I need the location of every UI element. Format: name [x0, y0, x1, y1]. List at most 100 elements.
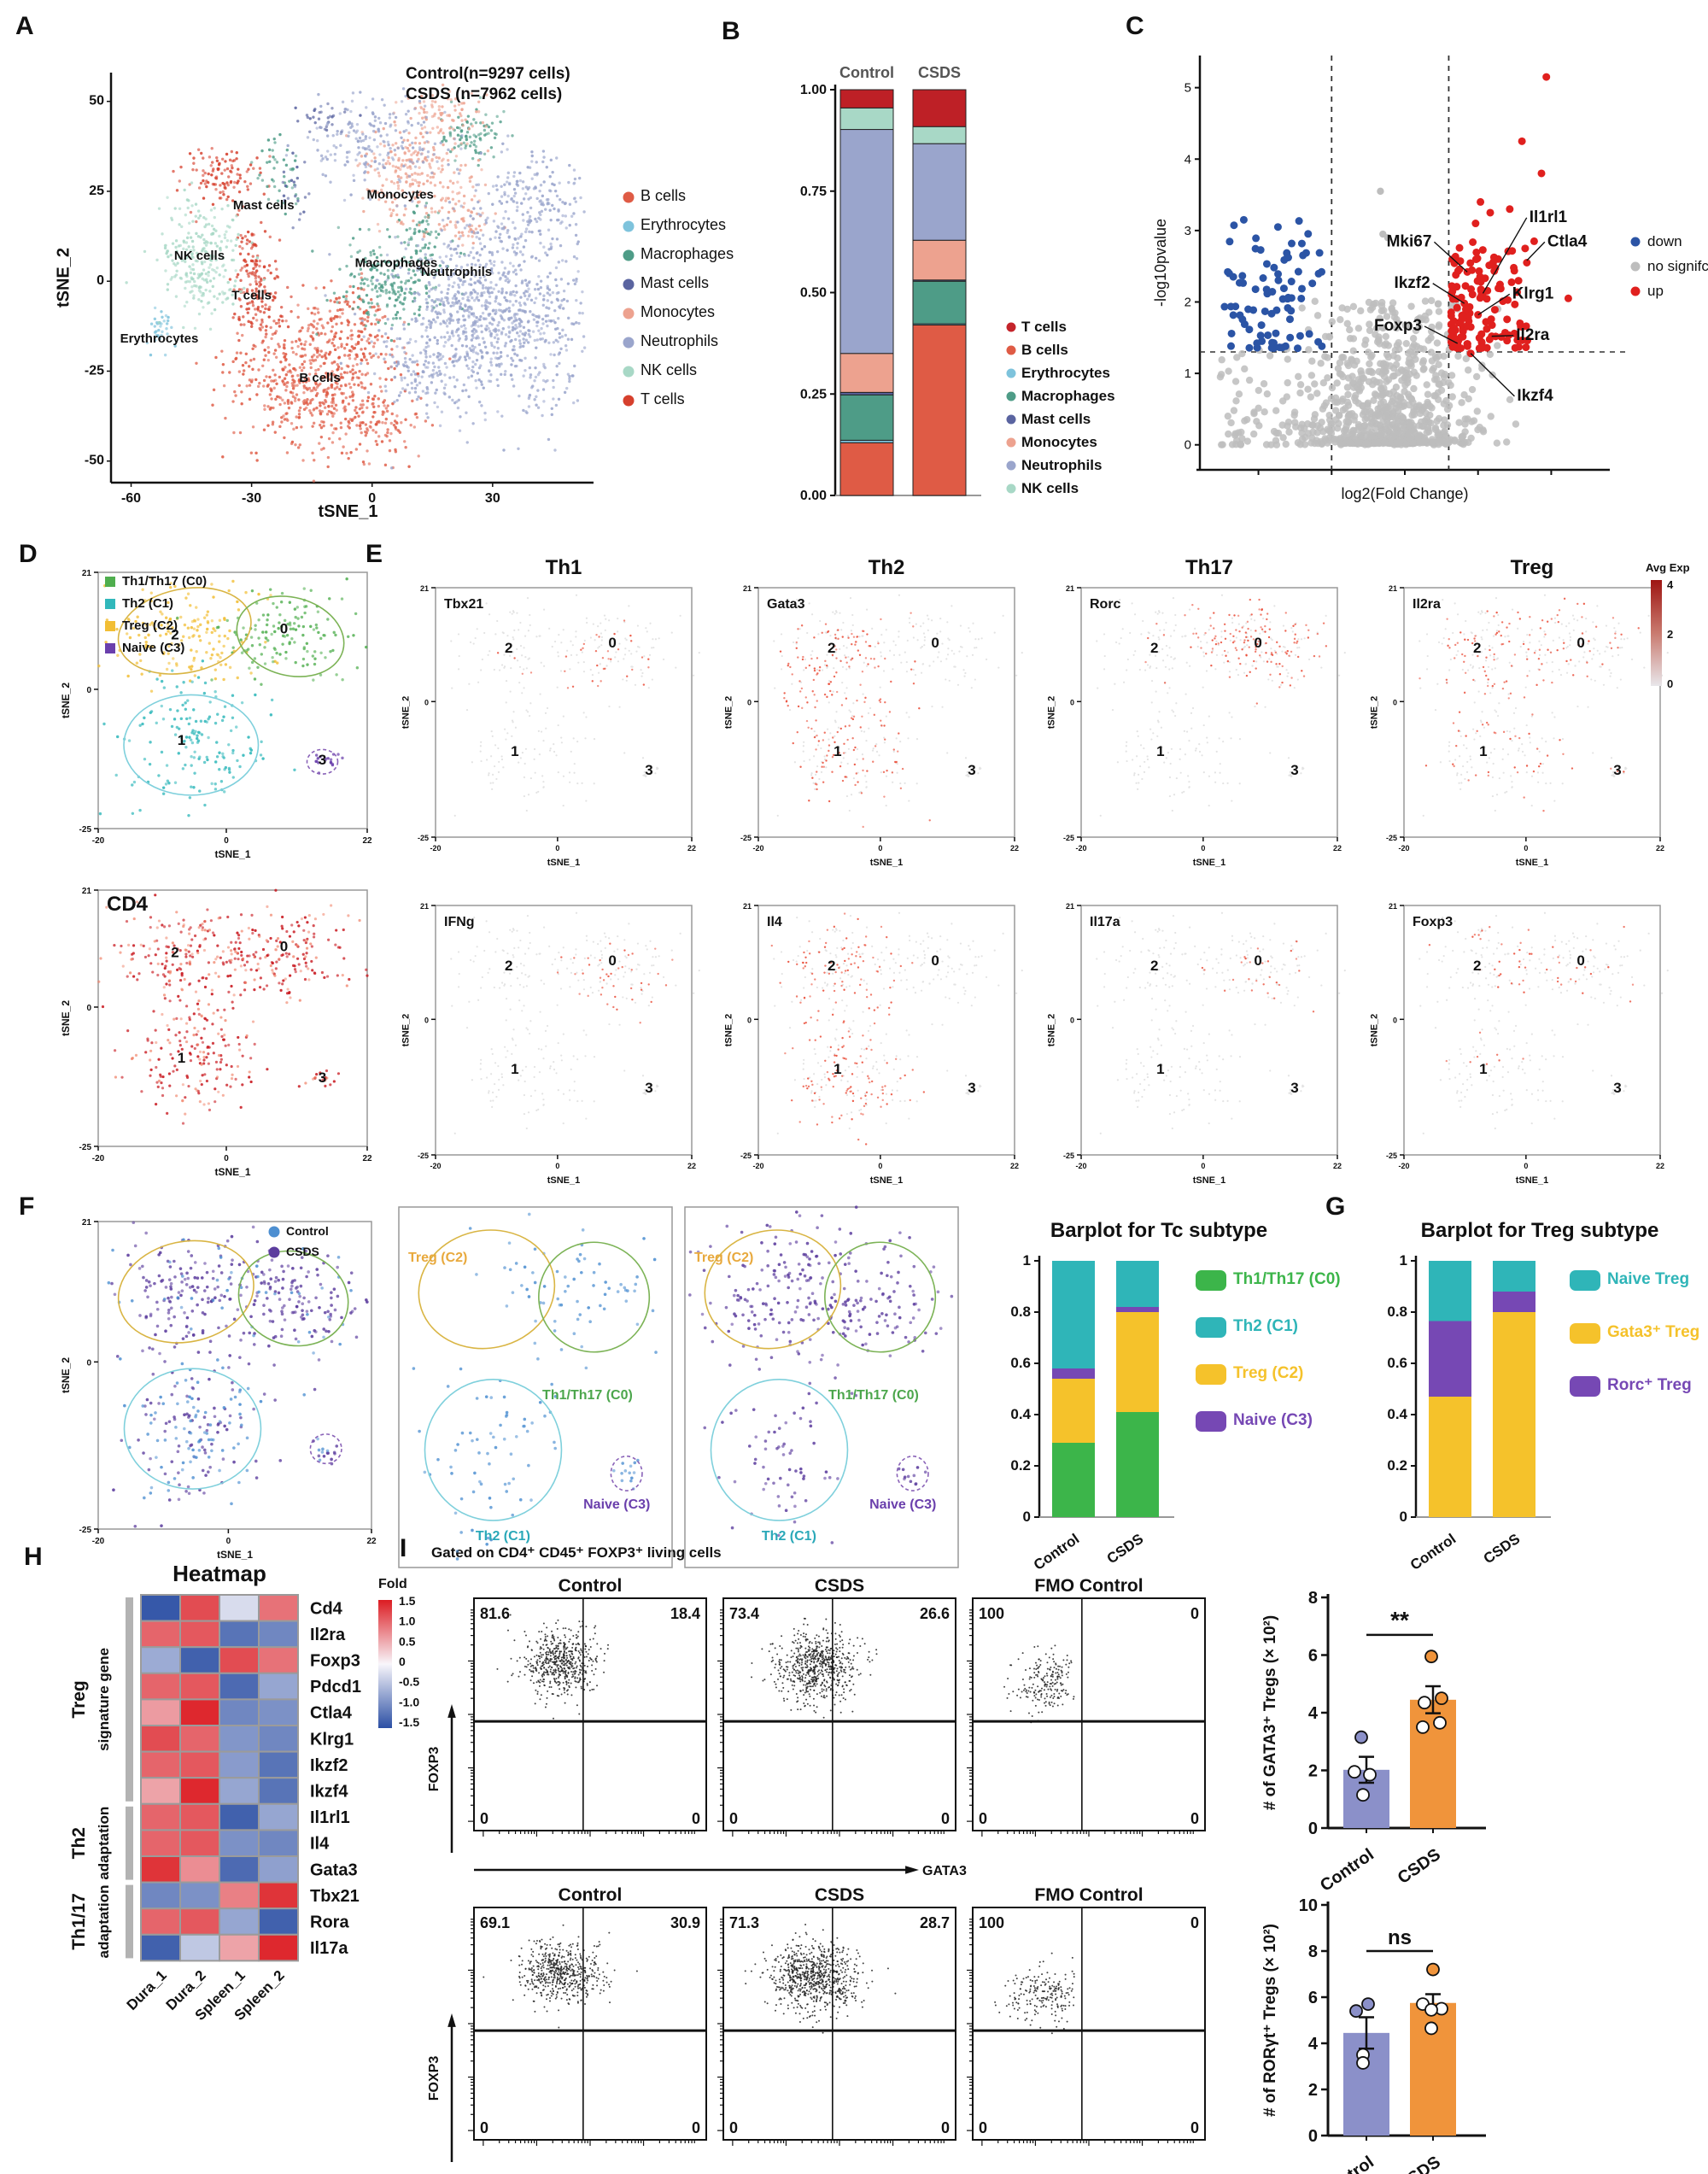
tsne-all-cells-plot: -60 -30 0 30 -50 -25 0 25 50 tSNE_1 tSNE_2 Mast cel… [54, 65, 734, 521]
svg-text:tSNE_2: tSNE_2 [60, 683, 72, 718]
legend: Th1/Th17 (C0)Th2 (C1)Treg (C2)Naive (C3) [105, 574, 207, 655]
panel-letter-b: B [722, 17, 740, 45]
svg-text:1: 1 [1184, 366, 1191, 381]
svg-text:tSNE_2: tSNE_2 [54, 248, 73, 308]
scatter-points [1096, 594, 1346, 817]
svg-text:T cells: T cells [640, 390, 685, 407]
svg-text:0.75: 0.75 [800, 185, 827, 199]
panel-letter-e: E [366, 540, 383, 568]
scatter-points [1418, 594, 1669, 817]
svg-text:T cells: T cells [1021, 319, 1067, 335]
svg-text:0.00: 0.00 [800, 489, 827, 503]
svg-text:-30: -30 [242, 491, 261, 506]
svg-text:21: 21 [82, 569, 92, 578]
scatter-points [770, 911, 1023, 1146]
volcano-plot: 0 1 2 3 4 5 log2(Fold Change) -log10pvalue Mki67… [1152, 56, 1708, 502]
gene-heatmap: HeatmapCd4Il2raFoxp3Pdcd1Ctla4Klrg1Ikzf2… [69, 1561, 419, 2024]
svg-text:Il2ra: Il2ra [1516, 326, 1550, 344]
svg-text:B cells: B cells [1021, 342, 1068, 358]
scatter-points [773, 594, 1023, 829]
svg-text:-50: -50 [85, 454, 104, 468]
svg-text:0.25: 0.25 [800, 387, 827, 401]
celltype-proportion-stacked-bar: 0.00 0.25 0.50 0.75 1.00 Control CSDS T cells B … [800, 64, 1115, 503]
heatmap: HeatmapCd4Il2raFoxp3Pdcd1Ctla4Klrg1Ikzf2… [69, 1561, 419, 2024]
svg-text:B cells: B cells [299, 371, 340, 385]
gating-caption: Gated on CD4⁺ CD45⁺ FOXP3⁺ living cells [431, 1544, 722, 1561]
scatter-points [1096, 911, 1346, 1135]
svg-text:Ikzf4: Ikzf4 [1517, 387, 1553, 405]
svg-text:0: 0 [368, 491, 376, 506]
svg-text:Mki67: Mki67 [1387, 232, 1432, 250]
svg-text:22: 22 [362, 836, 372, 846]
plot: -60 -30 0 30 -50 -25 0 25 50 tSNE_1 tSNE_2 Mast cel… [54, 65, 594, 521]
scatter-points [107, 1221, 369, 1528]
legend: down no signifcant up [1630, 233, 1708, 299]
svg-text:Il1rl1: Il1rl1 [1530, 208, 1568, 226]
svg-text:0: 0 [86, 686, 91, 695]
scatter-points [97, 577, 368, 817]
stacked-bars: 0.00 0.25 0.50 0.75 1.00 Control CSDS [800, 64, 981, 503]
scatter-points [412, 1212, 658, 1561]
svg-text:down: down [1647, 233, 1682, 249]
scatter-points [97, 888, 369, 1125]
panel-letter-f: F [19, 1192, 35, 1221]
panel-letter-i: I [400, 1534, 407, 1562]
svg-text:-25: -25 [85, 363, 104, 378]
scatter-points [688, 1205, 954, 1544]
svg-text:Ctla4: Ctla4 [1547, 232, 1588, 250]
svg-text:Erythrocytes: Erythrocytes [120, 331, 199, 346]
panel-letter-h: H [24, 1543, 43, 1571]
svg-text:Control(n=9297 cells): Control(n=9297 cells) [406, 65, 570, 83]
volcano: 0 1 2 3 4 5 log2(Fold Change) -log10pvalue Mki67… [1152, 56, 1625, 502]
svg-text:25: 25 [89, 184, 104, 198]
svg-text:log2(Fold Change): log2(Fold Change) [1341, 485, 1468, 502]
scatter-points [450, 594, 700, 817]
svg-text:Neutrophils: Neutrophils [421, 265, 492, 279]
svg-text:-log10pvalue: -log10pvalue [1152, 219, 1169, 307]
legend: B cells Erythrocytes Macrophages Mast cells… [623, 187, 734, 407]
tsne-csds-only: Treg (C2)Th1/Th17 (C0)Th2 (C1)Naive (C3) [684, 1205, 959, 1568]
svg-text:Macrophages: Macrophages [355, 255, 438, 270]
svg-text:tSNE_1: tSNE_1 [214, 848, 250, 860]
svg-text:NK cells: NK cells [174, 249, 225, 263]
svg-text:-25: -25 [79, 825, 92, 835]
svg-text:3: 3 [1184, 224, 1191, 238]
svg-text:NK cells: NK cells [1021, 480, 1079, 496]
svg-text:-60: -60 [121, 491, 141, 506]
svg-text:Erythrocytes: Erythrocytes [640, 216, 726, 233]
svg-text:-20: -20 [92, 836, 105, 846]
svg-text:Mast cells: Mast cells [233, 198, 295, 213]
scatter-points [125, 83, 587, 483]
svg-text:Monocytes: Monocytes [640, 303, 715, 320]
